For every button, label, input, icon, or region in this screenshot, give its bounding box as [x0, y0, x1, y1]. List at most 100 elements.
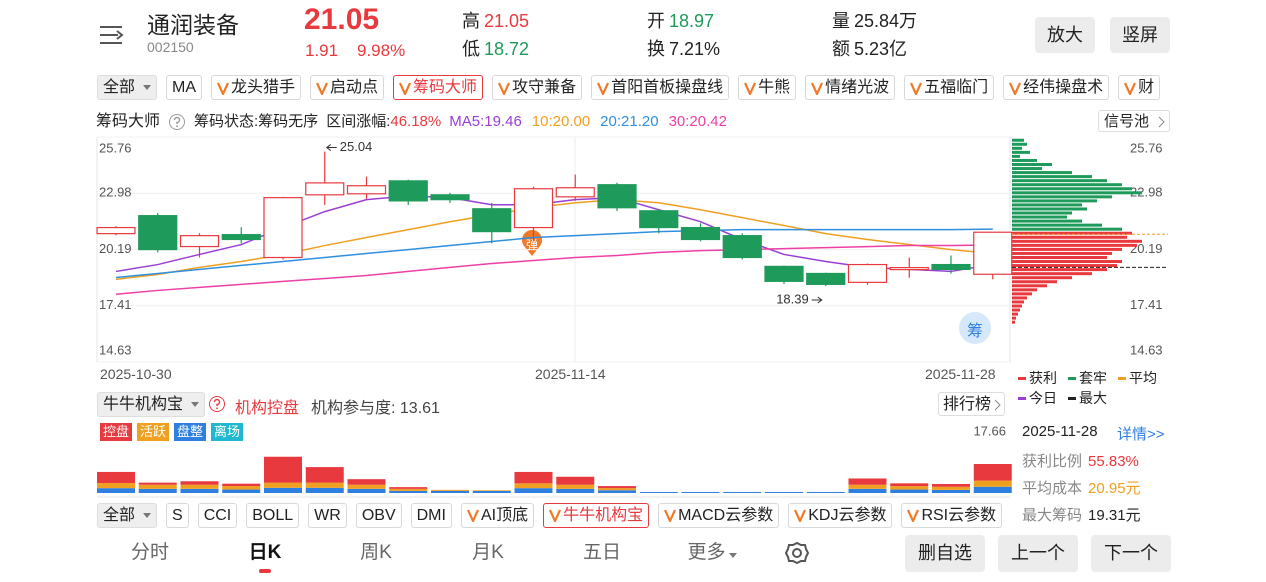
v-shape	[399, 82, 412, 95]
tab[interactable]: MACD云参数	[658, 502, 780, 528]
chip-bar	[1012, 175, 1092, 179]
v-icon	[549, 509, 562, 522]
inst-bar	[431, 489, 469, 491]
tab[interactable]: BOLL	[246, 502, 300, 528]
tab[interactable]: CCI	[197, 502, 238, 528]
chip-bar	[1012, 308, 1020, 312]
inst-selector[interactable]: 牛牛机构宝	[97, 392, 206, 417]
y-tick-label: 20.19	[99, 241, 132, 256]
tab[interactable]: S	[166, 502, 189, 528]
signal-pool-button[interactable]: 信号池	[1098, 110, 1170, 132]
inst-bar	[723, 491, 762, 493]
v-shape	[907, 509, 920, 522]
tab[interactable]: 财	[1118, 75, 1161, 100]
chip-bar	[1012, 203, 1082, 207]
tab[interactable]: MA	[166, 75, 203, 100]
nav-tab[interactable]: 月K	[448, 540, 528, 566]
inst-bar	[932, 484, 970, 487]
legend-swatch	[1068, 376, 1076, 380]
tab-text: 牛牛机构宝	[563, 506, 644, 524]
tab[interactable]: OBV	[355, 502, 402, 528]
nav-tab[interactable]: 五日	[562, 540, 642, 566]
tab[interactable]: RSI云参数	[901, 502, 1003, 528]
tab[interactable]: 启动点	[310, 75, 385, 100]
x-label: 2025-10-30	[100, 366, 172, 382]
chip-bar	[1012, 292, 1032, 296]
nav-tab[interactable]: 分时	[110, 540, 190, 566]
candle-body	[96, 226, 136, 235]
tab[interactable]: 筹码大师	[393, 75, 484, 100]
inst-bar	[431, 490, 469, 493]
nav-button[interactable]: 上一个	[998, 535, 1078, 572]
tab[interactable]: AI顶底	[460, 502, 535, 528]
inst-bar	[556, 476, 595, 485]
settings-icon[interactable]	[784, 541, 810, 565]
tab-text: 龙头猎手	[231, 79, 296, 96]
rank-button[interactable]: 排行榜	[938, 392, 1005, 416]
chip-bar	[1012, 284, 1047, 288]
detail-link[interactable]: 详情>>	[1117, 426, 1165, 443]
inst-legend-tag: 活跃	[137, 423, 170, 441]
nav-button[interactable]: 删自选	[905, 535, 985, 572]
tab[interactable]: 五福临门	[904, 75, 995, 100]
ma-line	[115, 198, 993, 281]
help-icon[interactable]	[208, 395, 226, 413]
v-icon	[910, 82, 923, 95]
stat-value: 25.84万	[854, 11, 918, 31]
nav-tab[interactable]: 周K	[336, 540, 416, 566]
chip-bar	[1012, 288, 1037, 292]
v-icon	[794, 509, 807, 522]
tab[interactable]: 情绪光波	[805, 75, 896, 100]
nav-button[interactable]: 下一个	[1091, 535, 1171, 572]
menu-icon[interactable]	[100, 26, 124, 44]
tab[interactable]: WR	[308, 502, 347, 528]
chip-button[interactable]: 筹	[966, 323, 983, 340]
nav-tab[interactable]: 更多	[672, 540, 752, 566]
zoom-button[interactable]: 放大	[1035, 17, 1095, 53]
chip-bar	[1012, 146, 1022, 150]
chevron	[1158, 116, 1165, 128]
chip-button-bg[interactable]	[959, 312, 991, 344]
v-shape	[794, 509, 807, 522]
legend-text: 获利	[1029, 370, 1057, 386]
y-tick-label: 14.63	[1130, 342, 1163, 357]
stat-value: 18.72	[484, 39, 530, 59]
tab[interactable]: KDJ云参数	[788, 502, 893, 528]
tab-text: OBV	[361, 506, 396, 524]
y-tick-label: 25.76	[1130, 140, 1163, 155]
tab[interactable]: 龙头猎手	[211, 75, 302, 100]
tab[interactable]: 首阳首板操盘线	[591, 75, 730, 100]
tab-text: 启动点	[330, 79, 379, 96]
tab-text: 五福临门	[924, 79, 989, 96]
help-icon[interactable]	[168, 113, 186, 131]
candle-body	[472, 208, 512, 233]
candle-body	[138, 215, 178, 251]
y-tick-label: 25.76	[99, 140, 132, 155]
tab-all[interactable]: 全部	[97, 502, 158, 528]
stat: 开 18.97	[647, 10, 714, 32]
tab[interactable]: 牛熊	[738, 75, 797, 100]
inst-bar	[305, 482, 344, 488]
inst-bar	[556, 488, 595, 493]
nav-tab[interactable]: 日K	[225, 540, 305, 566]
inst-bar	[932, 489, 970, 493]
rotate-button[interactable]: 竖屏	[1110, 17, 1170, 53]
tab[interactable]: 经伟操盘术	[1003, 75, 1110, 100]
tab[interactable]: 牛牛机构宝	[543, 502, 650, 528]
v-shape	[664, 509, 677, 522]
tab-all[interactable]: 全部	[97, 75, 158, 100]
inst-participation: 机构参与度: 13.61	[311, 400, 440, 417]
stat: 高 21.05	[462, 10, 529, 32]
tab[interactable]: DMI	[410, 502, 452, 528]
v-icon	[498, 82, 511, 95]
inst-bar	[222, 489, 261, 493]
v-icon	[811, 82, 824, 95]
chip-bar	[1012, 187, 1132, 191]
v-shape	[910, 82, 923, 95]
legend-item: 平均	[1118, 368, 1168, 388]
y-tick-label: 14.63	[99, 342, 132, 357]
v-icon	[907, 509, 920, 522]
inst-bar	[222, 486, 261, 490]
tab[interactable]: 攻守兼备	[492, 75, 583, 100]
candle-body	[722, 235, 762, 259]
